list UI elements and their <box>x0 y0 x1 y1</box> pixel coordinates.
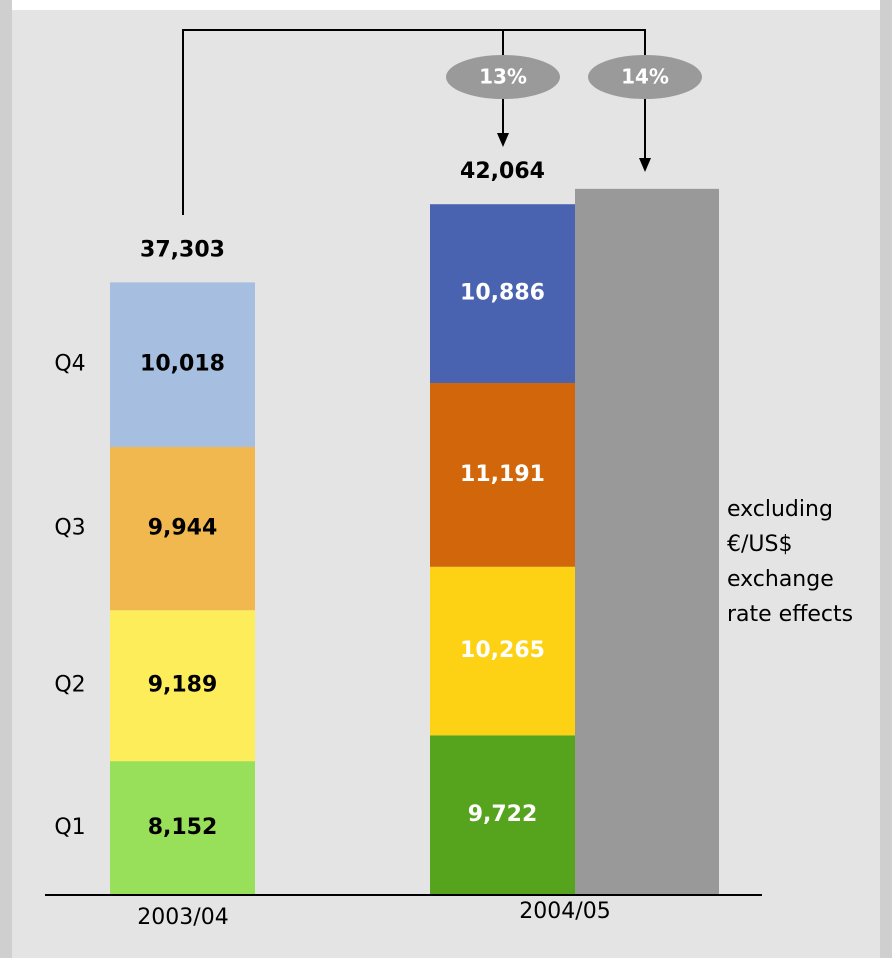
total-label: 42,064 <box>460 159 545 184</box>
value-label: 10,265 <box>460 638 545 663</box>
note-line: exchange <box>727 567 834 592</box>
value-label: 10,018 <box>140 352 225 377</box>
growth-badge <box>588 55 702 99</box>
value-label: 9,944 <box>148 516 218 541</box>
x-tick-label: 2003/04 <box>137 905 228 930</box>
series-label: Q4 <box>54 352 85 377</box>
value-label: 10,886 <box>460 281 545 306</box>
bar-segment <box>110 446 255 611</box>
value-label: 8,152 <box>148 815 218 840</box>
growth-label: 13% <box>479 65 527 89</box>
arrow-head <box>639 158 651 172</box>
arrow-head <box>497 133 509 147</box>
bar-segment <box>430 566 575 736</box>
x-tick-label: 2004/05 <box>519 899 610 924</box>
growth-badge <box>446 55 560 99</box>
bar-segment <box>110 610 255 762</box>
growth-label: 14% <box>621 65 669 89</box>
series-label: Q1 <box>54 815 85 840</box>
bar-segment <box>430 735 575 895</box>
bar-segment <box>430 204 575 383</box>
value-label: 9,722 <box>468 802 538 827</box>
value-label: 11,191 <box>460 462 545 487</box>
bar-segment <box>430 382 575 567</box>
bar-segment <box>110 761 255 895</box>
note-line: rate effects <box>727 602 853 627</box>
note-line: excluding <box>727 497 833 522</box>
series-label: Q2 <box>54 673 85 698</box>
series-label: Q3 <box>54 516 85 541</box>
total-label: 37,303 <box>140 237 225 262</box>
note-line: €/US$ <box>727 532 792 557</box>
value-label: 9,189 <box>148 673 218 698</box>
bar-segment <box>110 282 255 447</box>
top-strip <box>12 0 880 10</box>
adjusted-bar <box>575 188 719 895</box>
